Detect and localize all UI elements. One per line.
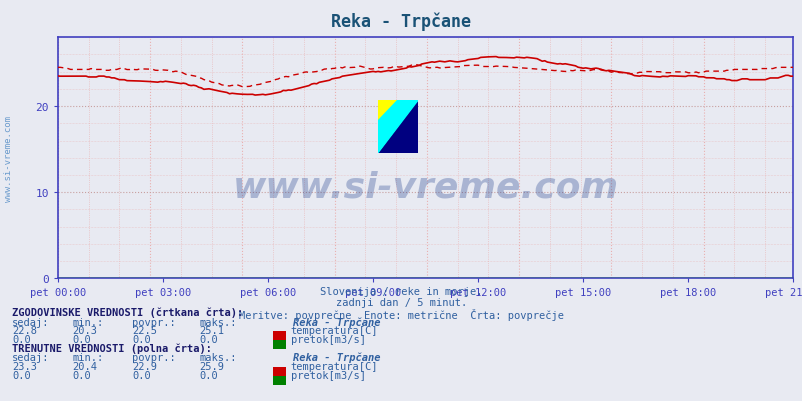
Text: www.si-vreme.com: www.si-vreme.com [3,115,13,201]
Polygon shape [377,101,418,154]
Text: Reka - Trpčane: Reka - Trpčane [293,316,380,327]
Text: 0.0: 0.0 [72,334,91,344]
Text: pretok[m3/s]: pretok[m3/s] [290,370,365,380]
Text: povpr.:: povpr.: [132,317,176,327]
Text: 25.9: 25.9 [199,361,224,371]
Text: 0.0: 0.0 [132,334,151,344]
Text: 0.0: 0.0 [132,370,151,380]
Text: temperatura[C]: temperatura[C] [290,361,378,371]
Text: 23.3: 23.3 [12,361,37,371]
Text: 22.8: 22.8 [12,326,37,336]
Text: pretok[m3/s]: pretok[m3/s] [290,334,365,344]
Text: 0.0: 0.0 [199,370,217,380]
Text: www.si-vreme.com: www.si-vreme.com [233,170,618,204]
Text: 25.1: 25.1 [199,326,224,336]
Text: min.:: min.: [72,352,103,362]
Polygon shape [377,101,418,154]
Text: 0.0: 0.0 [72,370,91,380]
Text: 20.4: 20.4 [72,361,97,371]
Text: TRENUTNE VREDNOSTI (polna črta):: TRENUTNE VREDNOSTI (polna črta): [12,342,212,353]
Text: min.:: min.: [72,317,103,327]
Text: 0.0: 0.0 [12,370,30,380]
Text: zadnji dan / 5 minut.: zadnji dan / 5 minut. [335,298,467,308]
Text: ZGODOVINSKE VREDNOSTI (črtkana črta):: ZGODOVINSKE VREDNOSTI (črtkana črta): [12,307,243,318]
Text: sedaj:: sedaj: [12,352,50,362]
Text: Slovenija / reke in morje.: Slovenija / reke in morje. [320,287,482,297]
Text: maks.:: maks.: [199,317,237,327]
Text: maks.:: maks.: [199,352,237,362]
Text: 20.3: 20.3 [72,326,97,336]
Text: 22.5: 22.5 [132,326,157,336]
Text: 22.9: 22.9 [132,361,157,371]
Text: sedaj:: sedaj: [12,317,50,327]
Text: Reka - Trpčane: Reka - Trpčane [293,352,380,362]
Text: povpr.:: povpr.: [132,352,176,362]
Text: 0.0: 0.0 [199,334,217,344]
Text: temperatura[C]: temperatura[C] [290,326,378,336]
Text: Reka - Trpčane: Reka - Trpčane [331,12,471,30]
Polygon shape [377,101,418,154]
Text: Meritve: povprečne  Enote: metrične  Črta: povprečje: Meritve: povprečne Enote: metrične Črta:… [239,308,563,320]
Text: 0.0: 0.0 [12,334,30,344]
